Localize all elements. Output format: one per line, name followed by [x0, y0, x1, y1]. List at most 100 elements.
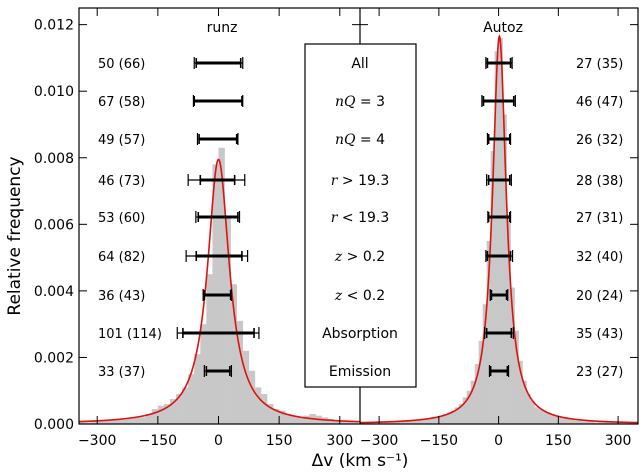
hist-bar-1-56	[582, 421, 587, 424]
hist-bar-0-21	[206, 274, 213, 424]
legend-entry-part-6-0: z	[334, 288, 343, 304]
count-label-1-5: 32 (40)	[576, 250, 623, 265]
hist-bar-1-13	[410, 420, 416, 424]
fit-curves	[78, 34, 638, 424]
legend-entry-part-1-0: nQ	[335, 94, 356, 110]
hist-bar-1-66	[622, 422, 627, 424]
count-label-0-3: 46 (73)	[98, 174, 145, 189]
hist-bar-1-40	[518, 360, 523, 424]
legend-entry-4: r < 19.3	[331, 210, 390, 226]
legend-entry-8: Emission	[329, 364, 391, 380]
legend-entry-part-1-1: = 3	[355, 94, 385, 110]
hist-bar-0-7	[121, 420, 128, 424]
hist-bar-0-13	[157, 405, 165, 424]
hist-bar-1-8	[391, 421, 396, 424]
hist-bar-0-15	[169, 399, 177, 424]
hist-bar-0-34	[285, 414, 292, 424]
hist-bar-1-26	[462, 397, 468, 424]
count-label-0-1: 67 (58)	[98, 95, 145, 110]
hist-bar-0-44	[345, 421, 353, 424]
hist-bar-0-45	[351, 422, 359, 424]
count-label-1-6: 20 (24)	[576, 289, 623, 304]
hist-bar-1-34	[494, 51, 499, 424]
axes: runz −300 −150 0 150 300 Autoz −300 −150 0 150 300 0…	[34, 7, 639, 449]
hist-bar-1-61	[602, 422, 607, 424]
hist-bar-1-17	[426, 419, 432, 424]
x-tick-label-1-0: −300	[360, 433, 398, 449]
hist-bar-0-33	[279, 410, 286, 424]
count-label-1-1: 46 (47)	[576, 95, 623, 110]
hist-bar-1-5	[379, 422, 384, 424]
hist-bar-1-33	[490, 151, 495, 424]
hist-bar-0-41	[327, 419, 335, 424]
count-label-0-7: 101 (114)	[98, 327, 162, 342]
legend-entry-part-0-0: All	[351, 56, 368, 72]
x-tick-label-0-3: 150	[266, 433, 293, 449]
y-tick-label-0: 0.000	[34, 417, 74, 433]
hist-bar-1-60	[598, 421, 603, 424]
hist-bar-1-65	[618, 422, 623, 424]
hist-bar-0-29	[254, 387, 262, 424]
legend-entry-part-2-0: nQ	[335, 132, 356, 148]
hist-bar-0-4	[103, 420, 110, 424]
hist-bar-1-21	[442, 414, 448, 424]
hist-bar-0-0	[79, 422, 86, 424]
legend-entry-part-7-0: Absorption	[322, 326, 398, 342]
hist-bar-0-18	[188, 374, 195, 424]
x-axis-label: Δv (km s⁻¹)	[312, 451, 409, 471]
x-tick-label-1-4: 300	[605, 433, 632, 449]
hist-bar-0-16	[176, 394, 183, 424]
legend-entry-6: z < 0.2	[334, 288, 385, 304]
hist-bar-1-63	[610, 422, 615, 424]
hist-bar-0-27	[242, 350, 250, 424]
hist-bar-0-37	[303, 415, 310, 424]
x-tick-label-0-4: 300	[326, 433, 353, 449]
hist-bar-0-36	[297, 417, 304, 424]
legend-entry-part-8-0: Emission	[329, 364, 391, 380]
hist-bar-0-11	[145, 414, 153, 424]
hist-bar-1-29	[474, 364, 479, 424]
count-label-1-2: 26 (32)	[576, 133, 623, 148]
legend-entry-part-3-1: > 19.3	[337, 173, 389, 189]
hist-bar-1-31	[482, 304, 487, 424]
fit-curve-1	[359, 34, 638, 424]
hist-bar-0-14	[163, 404, 171, 424]
hist-bar-1-37	[506, 217, 511, 424]
legend-entry-part-6-1: < 0.2	[342, 288, 385, 304]
hist-bar-1-41	[522, 380, 527, 424]
legend-entry-7: Absorption	[322, 326, 398, 342]
hist-bar-0-25	[230, 284, 237, 424]
hist-bar-0-17	[182, 387, 189, 424]
legend-entry-part-5-0: z	[334, 249, 343, 265]
legend-entry-part-4-1: < 19.3	[337, 210, 389, 226]
hist-bar-0-2	[91, 421, 98, 424]
count-label-1-0: 27 (35)	[576, 57, 623, 72]
legend-entry-part-4-0: r	[331, 210, 339, 226]
legend-entry-part-2-1: = 4	[355, 132, 385, 148]
count-label-0-6: 36 (43)	[98, 289, 145, 304]
hist-bar-0-28	[248, 370, 256, 424]
hist-bar-0-32	[273, 409, 280, 424]
hist-bar-1-44	[534, 407, 539, 424]
hist-bar-1-19	[434, 417, 440, 424]
hist-bar-1-45	[538, 409, 543, 424]
y-axis-label: Relative frequency	[5, 156, 25, 315]
hist-bar-1-51	[562, 418, 567, 424]
x-tick-label-0-1: −150	[139, 433, 177, 449]
legend-entry-part-3-0: r	[331, 173, 339, 189]
hist-bar-1-3	[371, 422, 376, 424]
y-tick-label-4: 0.008	[34, 151, 74, 167]
hist-bar-1-36	[502, 114, 507, 424]
x-tick-label-1-1: −150	[420, 433, 458, 449]
count-label-0-8: 33 (37)	[98, 365, 145, 380]
hist-bar-0-1	[85, 422, 92, 424]
count-label-0-4: 53 (60)	[98, 211, 145, 226]
hist-bar-1-22	[446, 412, 452, 424]
hist-bar-1-27	[466, 390, 472, 424]
hist-bar-1-20	[438, 415, 444, 424]
hist-bar-1-30	[478, 340, 483, 424]
count-label-1-4: 27 (31)	[576, 211, 623, 226]
hist-bar-1-48	[550, 414, 555, 424]
hist-bar-0-3	[97, 421, 104, 424]
